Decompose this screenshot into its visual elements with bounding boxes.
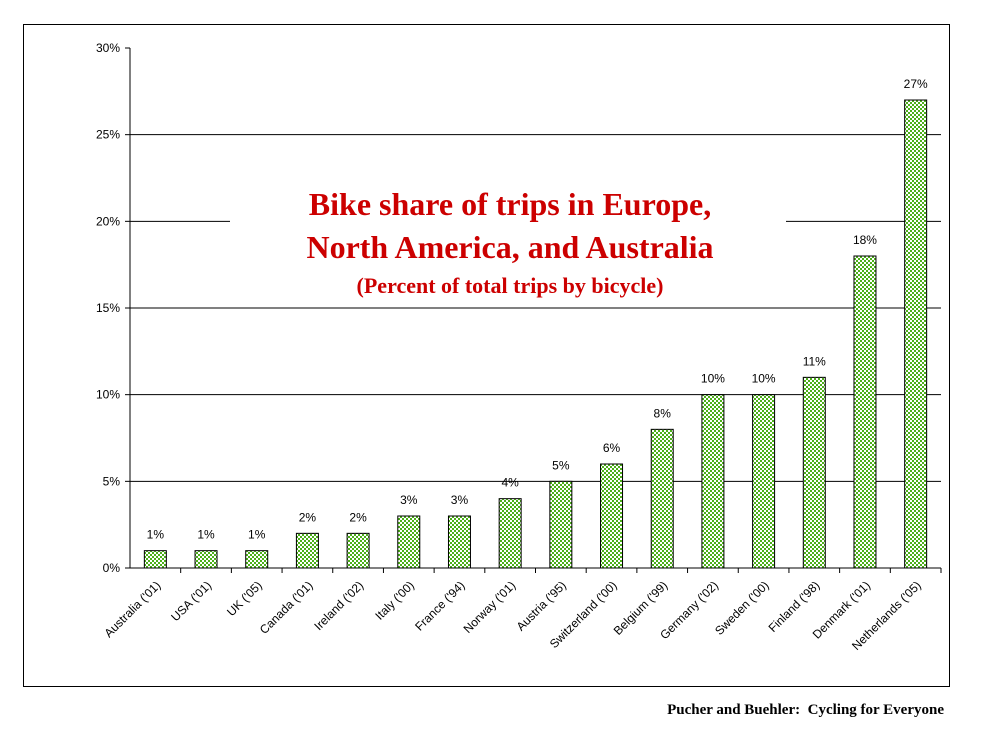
y-tick-label: 10% — [96, 388, 120, 402]
y-tick-label: 15% — [96, 301, 120, 315]
x-tick-label: USA ('01) — [168, 578, 214, 624]
y-tick-label: 30% — [96, 41, 120, 55]
data-label: 5% — [552, 458, 570, 472]
y-tick-label: 0% — [103, 561, 121, 575]
bar — [447, 515, 471, 569]
bar — [904, 99, 928, 569]
data-label: 2% — [349, 510, 367, 524]
data-label: 18% — [853, 233, 877, 247]
bar — [600, 463, 624, 569]
data-label: 1% — [147, 528, 165, 542]
bar — [295, 532, 319, 569]
data-label: 3% — [451, 493, 469, 507]
x-tick-labels: Australia ('01) USA ('01) UK ('05)Canada (… — [101, 578, 923, 653]
bar — [498, 498, 522, 569]
chart-title-block: Bike share of trips in Europe, North Ame… — [230, 178, 786, 306]
bar — [701, 394, 725, 569]
data-label: 10% — [701, 372, 725, 386]
y-tick-label: 20% — [96, 214, 120, 228]
x-tick-label: Italy ('00) — [372, 578, 417, 623]
x-tick-label: France ('94) — [412, 578, 467, 633]
chart-title-line-2: North America, and Australia — [306, 229, 713, 265]
x-tick-label: Sweden ('00) — [712, 578, 772, 638]
data-label: 2% — [299, 510, 317, 524]
chart-frame — [23, 24, 950, 687]
bar — [194, 550, 218, 569]
x-tick-label: Ireland ('02) — [311, 578, 366, 633]
bar — [752, 394, 776, 569]
x-tick-label: Australia ('01) — [101, 578, 163, 640]
y-tick-label: 25% — [96, 128, 120, 142]
x-tick-label: UK ('05) — [224, 578, 265, 619]
source-credit: Pucher and Buehler: Cycling for Everyone — [667, 702, 944, 718]
data-labels: 1% 1% 1% 2% 2% 3% 3% 4% 5% 6% 8% 10% 10% 11% 18% 27% — [147, 77, 928, 542]
data-label: 11% — [803, 354, 826, 368]
chart-subtitle: (Percent of total trips by bicycle) — [357, 273, 664, 298]
bar — [802, 376, 826, 569]
y-tick-label: 5% — [103, 474, 121, 488]
bar — [397, 515, 421, 569]
bar — [853, 255, 877, 569]
bar — [346, 532, 370, 569]
bar — [549, 480, 573, 569]
x-tick-label: Canada ('01) — [257, 578, 316, 637]
data-label: 3% — [400, 493, 418, 507]
x-tick-label: Norway ('01) — [461, 578, 519, 636]
bar — [143, 550, 167, 569]
y-tick-labels: 0% 5% 10% 15% 20% 25% 30% — [96, 41, 120, 575]
data-label: 27% — [904, 77, 928, 91]
chart-title-line-1: Bike share of trips in Europe, — [309, 186, 711, 222]
data-label: 1% — [197, 528, 215, 542]
data-label: 6% — [603, 441, 621, 455]
bars — [143, 99, 928, 569]
data-label: 8% — [654, 406, 672, 420]
x-tick-label: Austria ('95) — [514, 578, 569, 633]
bar — [650, 428, 674, 569]
data-label: 10% — [752, 372, 776, 386]
data-label: 1% — [248, 528, 266, 542]
data-label: 4% — [501, 476, 519, 490]
bar — [245, 550, 269, 569]
